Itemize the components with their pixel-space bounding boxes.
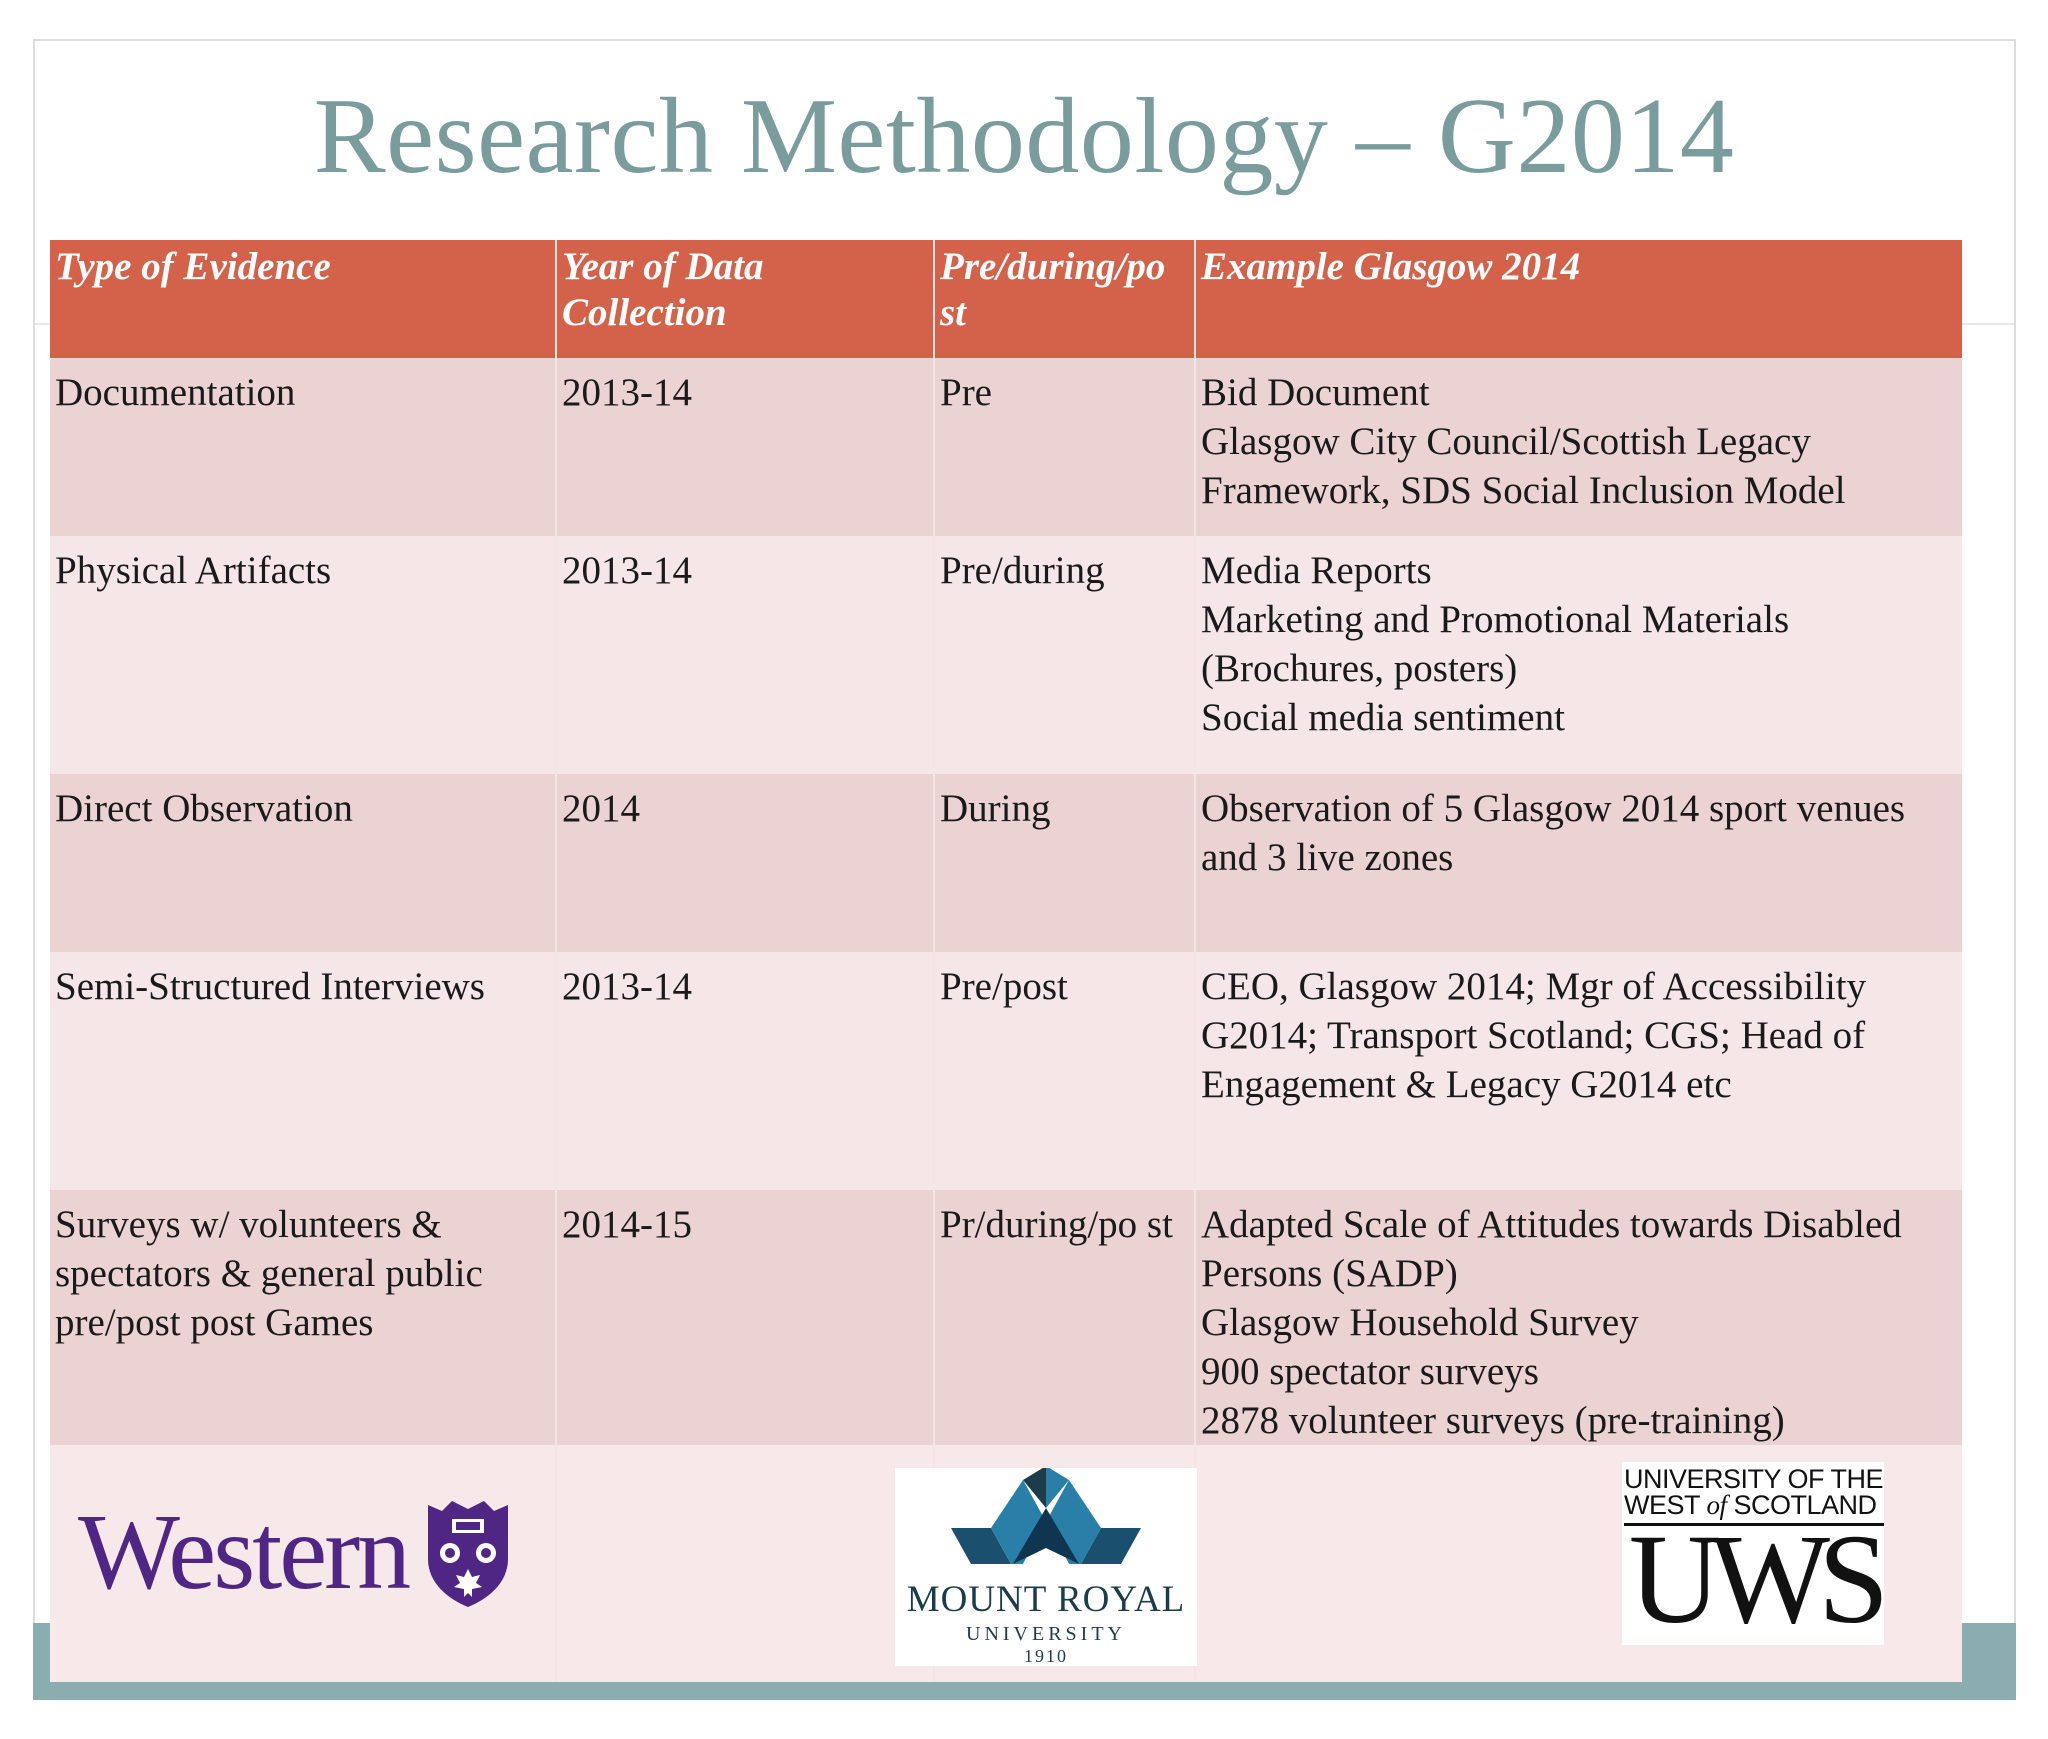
cell-example: Adapted Scale of Attitudes towards Disab… (1194, 1190, 1962, 1445)
mount-royal-wordmark: MOUNT ROYAL (906, 1579, 1186, 1620)
cell-phase: Pre/during (933, 536, 1195, 774)
uws-abbreviation: UWS (1628, 1508, 1889, 1650)
cell-phase: Pre/post (933, 952, 1195, 1190)
cell-phase: Pr/during/po st (933, 1190, 1195, 1445)
western-wordmark: Western (78, 1493, 411, 1612)
mount-royal-year: 1910 (1024, 1646, 1068, 1666)
column-header-year: Year of Data Collection (555, 240, 934, 358)
cell-example: Observation of 5 Glasgow 2014 sport venu… (1194, 774, 1962, 952)
cell-phase: During (933, 774, 1195, 952)
cell-type: Direct Observation (50, 774, 556, 952)
cell-example: Media Reports Marketing and Promotional … (1194, 536, 1962, 774)
logo-cell-empty (555, 1445, 934, 1682)
uws-line-2-west: WEST (1624, 1490, 1707, 1520)
cell-type: Surveys w/ volunteers & spectators & gen… (50, 1190, 556, 1445)
cell-year: 2013-14 (555, 358, 934, 536)
cell-year: 2013-14 (555, 536, 934, 774)
column-header-type: Type of Evidence (50, 240, 556, 358)
uws-line-2-of: of (1706, 1490, 1728, 1520)
cell-type: Physical Artifacts (50, 536, 556, 774)
cell-year: 2014 (555, 774, 934, 952)
column-header-phase: Pre/during/po st (933, 240, 1195, 358)
cell-type: Documentation (50, 358, 556, 536)
logo-cell-western: Western (50, 1445, 556, 1682)
western-logo: Western (78, 1497, 514, 1609)
mount-royal-logo: MOUNT ROYAL UNIVERSITY 1910 (895, 1468, 1197, 1666)
cell-year: 2013-14 (555, 952, 934, 1190)
table-row: Physical Artifacts 2013-14 Pre/during Me… (50, 536, 1962, 774)
cell-type: Semi-Structured Interviews (50, 952, 556, 1190)
table-header-row: Type of Evidence Year of Data Collection… (50, 240, 1962, 358)
uws-line-2-scotland: SCOTLAND (1726, 1490, 1878, 1520)
mount-royal-subtitle: UNIVERSITY (966, 1623, 1126, 1645)
cell-example: CEO, Glasgow 2014; Mgr of Accessibility … (1194, 952, 1962, 1190)
uws-line-2: WEST of SCOTLAND (1624, 1490, 1884, 1526)
column-header-example: Example Glasgow 2014 (1194, 240, 1962, 358)
table-row: Surveys w/ volunteers & spectators & gen… (50, 1190, 1962, 1445)
cell-phase: Pre (933, 358, 1195, 536)
table-row: Semi-Structured Interviews 2013-14 Pre/p… (50, 952, 1962, 1190)
mount-royal-mountain-icon (951, 1468, 1141, 1564)
cell-year: 2014-15 (555, 1190, 934, 1445)
slide-title: Research Methodology – G2014 (313, 77, 1735, 196)
methodology-table: Type of Evidence Year of Data Collection… (50, 240, 1962, 1682)
cell-example: Bid Document Glasgow City Council/Scotti… (1194, 358, 1962, 536)
uws-logo: UNIVERSITY OF THE WEST of SCOTLAND UWS (1622, 1462, 1889, 1650)
table-row: Direct Observation 2014 During Observati… (50, 774, 1962, 952)
western-crest-icon (428, 1501, 509, 1607)
table-row: Documentation 2013-14 Pre Bid Document G… (50, 358, 1962, 536)
uws-line-1: UNIVERSITY OF THE (1624, 1464, 1884, 1494)
